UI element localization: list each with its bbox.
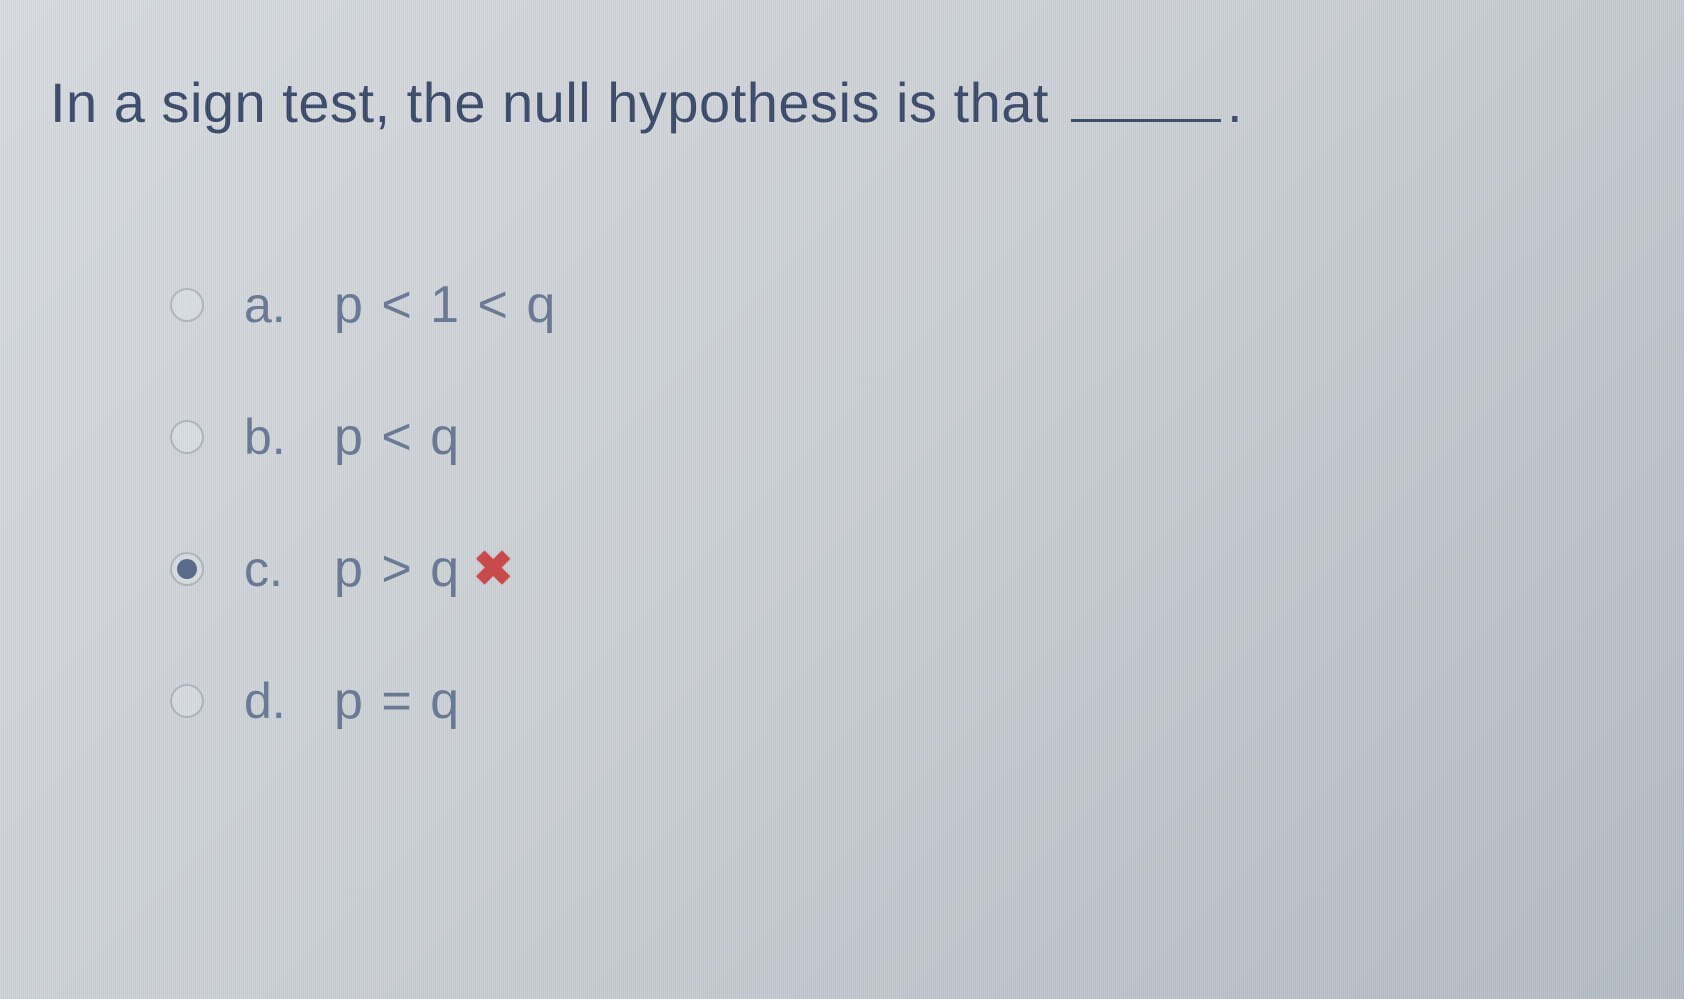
options-list: a. p < 1 < q b. p < q c. p > q ✖ d. p = … xyxy=(50,275,1634,731)
option-d-label: d. xyxy=(244,672,324,730)
option-b[interactable]: b. p < q xyxy=(170,407,1634,467)
option-d[interactable]: d. p = q xyxy=(170,671,1634,731)
wrong-mark-icon: ✖ xyxy=(473,541,513,597)
option-a-label: a. xyxy=(244,276,324,334)
option-b-label: b. xyxy=(244,408,324,466)
question-prefix: In a sign test, the null hypothesis is t… xyxy=(50,71,1065,134)
question-suffix: . xyxy=(1227,71,1243,134)
option-a-text: p < 1 < q xyxy=(324,275,557,335)
option-c-label: c. xyxy=(244,540,324,598)
radio-b[interactable] xyxy=(170,420,204,454)
radio-c[interactable] xyxy=(170,552,204,586)
option-c[interactable]: c. p > q ✖ xyxy=(170,539,1634,599)
option-a[interactable]: a. p < 1 < q xyxy=(170,275,1634,335)
question-text: In a sign test, the null hypothesis is t… xyxy=(50,70,1634,135)
option-b-text: p < q xyxy=(324,407,461,467)
option-c-text: p > q xyxy=(324,539,461,599)
radio-a[interactable] xyxy=(170,288,204,322)
blank-line xyxy=(1071,72,1221,122)
radio-d[interactable] xyxy=(170,684,204,718)
option-d-text: p = q xyxy=(324,671,461,731)
